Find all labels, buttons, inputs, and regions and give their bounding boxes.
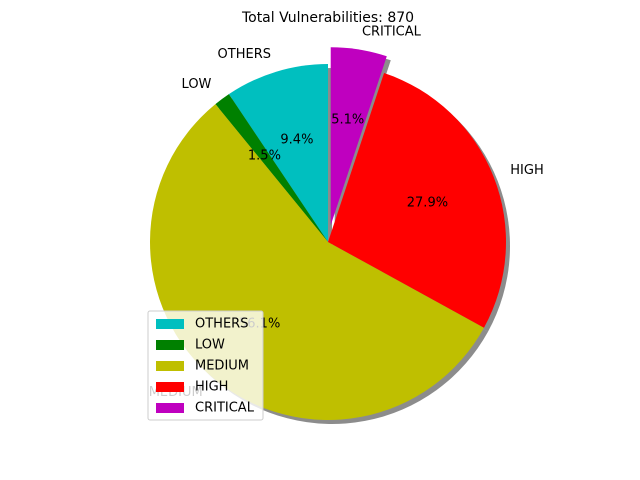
slice-pct-others: 9.4% — [280, 132, 313, 147]
legend-items: OTHERS LOW MEDIUM HIGH CRITICAL — [156, 317, 255, 416]
slice-high — [328, 73, 506, 328]
legend-swatch-low — [156, 340, 184, 350]
legend-label-high: HIGH — [195, 380, 228, 395]
legend-label-critical: CRITICAL — [195, 401, 255, 416]
legend-label-low: LOW — [195, 338, 225, 353]
legend-frame — [147, 310, 264, 421]
legend-swatch-medium — [156, 361, 184, 371]
slice-label-high: HIGH — [510, 163, 543, 178]
legend-swatch-others — [156, 319, 184, 329]
slice-labels: OTHERS LOW MEDIUM HIGH CRITICAL — [149, 24, 544, 400]
legend-swatch-critical — [156, 403, 184, 413]
legend: OTHERS LOW MEDIUM HIGH CRITICAL — [147, 310, 264, 421]
slice-others — [228, 64, 328, 242]
slice-pct-critical: 5.1% — [331, 112, 364, 127]
slice-pct-high: 27.9% — [407, 195, 448, 210]
slice-pct-low: 1.5% — [248, 149, 281, 164]
slice-label-low: LOW — [182, 77, 212, 92]
slice-label-others: OTHERS — [218, 47, 271, 62]
legend-swatch-high — [156, 382, 184, 392]
legend-label-medium: MEDIUM — [195, 359, 249, 374]
slice-critical — [330, 47, 387, 226]
legend-label-others: OTHERS — [195, 317, 248, 332]
slice-label-critical: CRITICAL — [362, 24, 422, 39]
slice-low — [215, 94, 328, 242]
chart-title: Total Vulnerabilities: 870 — [241, 10, 414, 26]
